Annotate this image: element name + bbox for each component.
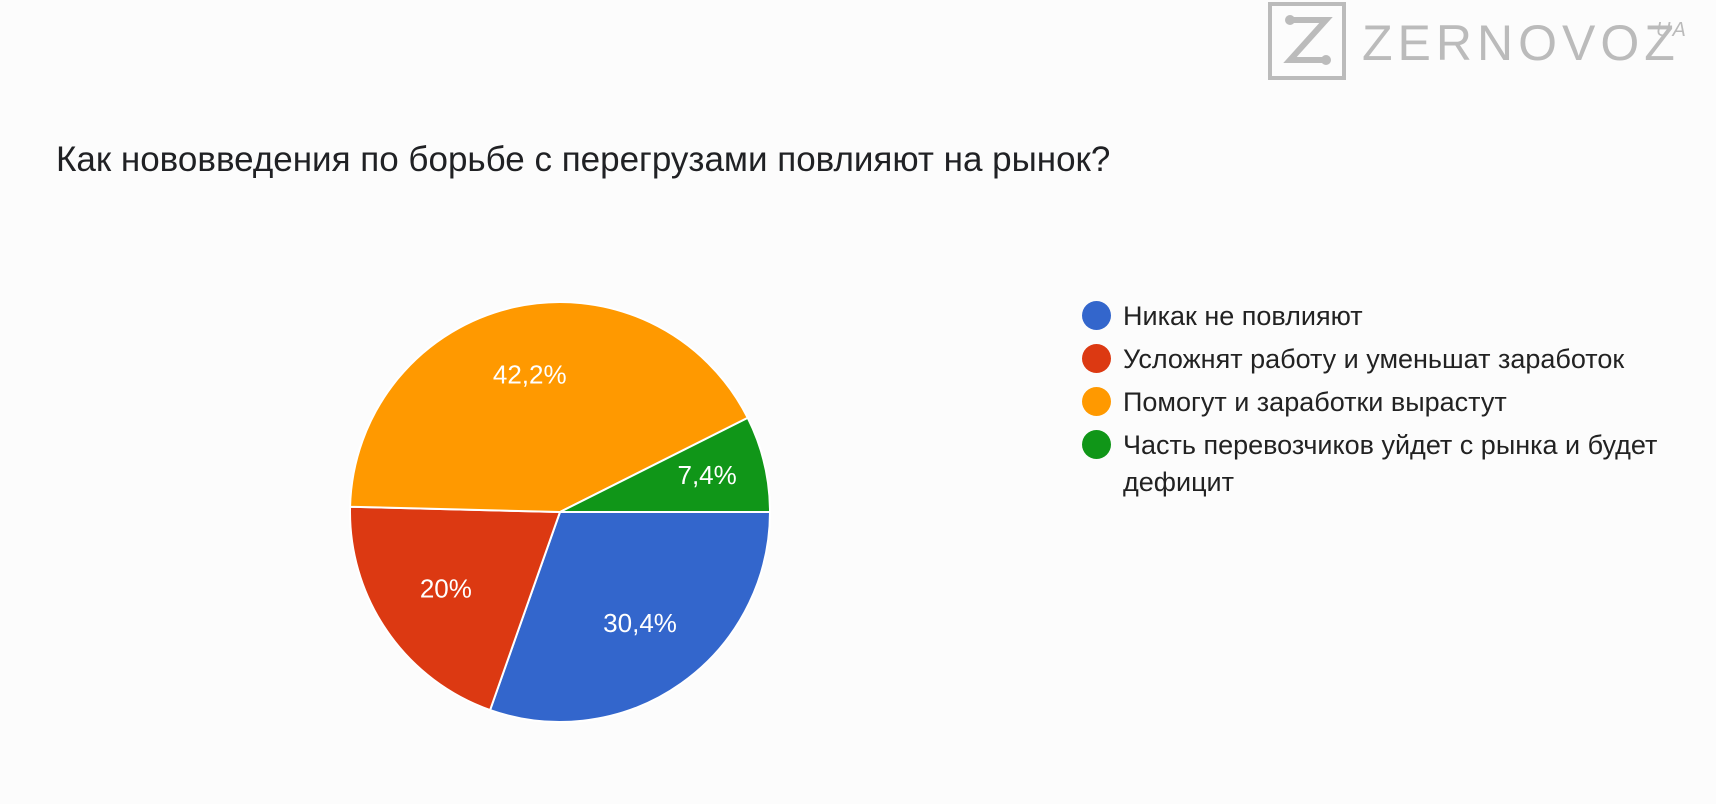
z-letter-icon (1268, 2, 1346, 80)
pie-slice-label-3: 42,2% (493, 360, 567, 390)
pie-slice-1 (488, 511, 772, 723)
pie-slice-label-1: 30,4% (603, 608, 677, 638)
chart-legend: Никак не повлияют Усложнят работу и умень… (1082, 298, 1702, 507)
pie-slice-2 (349, 505, 562, 712)
pie-slice-label-4: 7,4% (677, 460, 736, 490)
pie-chart: 30,4% 20% 42,2% 7,4% (340, 290, 800, 750)
legend-label: Часть перевозчиков уйдет с рынка и будет… (1123, 430, 1658, 497)
legend-label: Помогут и заработки вырастут (1123, 387, 1507, 417)
pie-slice-label-2: 20% (420, 573, 472, 603)
pie-slice-3 (349, 301, 750, 514)
zernovoz-logo: ZERNOVOZ UA (1268, 2, 1688, 80)
legend-swatch (1082, 301, 1111, 330)
legend-label: Усложнят работу и уменьшат заработок (1123, 344, 1625, 374)
legend-item-4: Часть перевозчиков уйдет с рынка и будет… (1082, 427, 1702, 501)
legend-item-3: Помогут и заработки вырастут (1082, 384, 1702, 421)
legend-item-1: Никак не повлияют (1082, 298, 1702, 335)
legend-label: Никак не повлияют (1123, 301, 1363, 331)
legend-swatch (1082, 344, 1111, 373)
legend-swatch (1082, 387, 1111, 416)
pie-slice-4 (559, 416, 772, 513)
logo-wordmark: ZERNOVOZ (1362, 15, 1680, 71)
legend-item-2: Усложнят работу и уменьшат заработок (1082, 341, 1702, 378)
chart-title: Как нововведения по борьбе с перегрузами… (56, 140, 1111, 179)
logo-suffix: UA (1656, 19, 1688, 41)
legend-swatch (1082, 430, 1111, 459)
